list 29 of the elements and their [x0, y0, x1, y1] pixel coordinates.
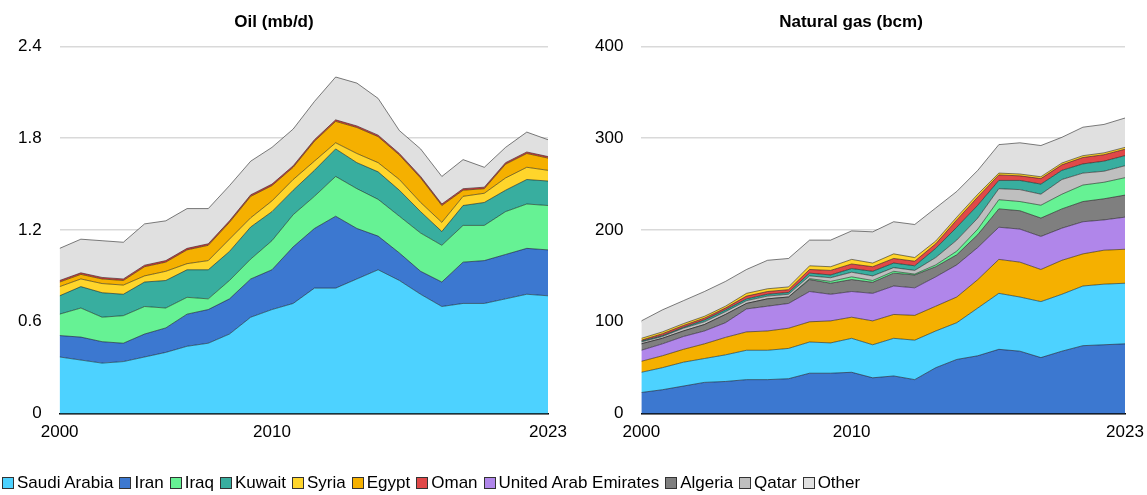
y-tick-label: 0 — [32, 403, 42, 423]
y-tick-label: 300 — [594, 127, 624, 147]
y-tick-label: 0 — [613, 403, 624, 423]
x-tick-label: 2023 — [1106, 422, 1144, 442]
legend-label: Saudi Arabia — [17, 473, 114, 493]
y-tick-label: 100 — [594, 311, 624, 331]
legend-label: Iraq — [184, 473, 214, 493]
y-tick-label: 1.8 — [17, 127, 42, 147]
legend-label: Syria — [307, 473, 346, 493]
x-tick-label: 2023 — [529, 422, 567, 442]
x-tick-label: 2010 — [832, 422, 871, 442]
x-tick-label: 2010 — [253, 422, 291, 442]
chart-title: Natural gas (bcm) — [779, 11, 923, 31]
chart-title: Oil (mb/d) — [234, 11, 314, 31]
legend-label: Egypt — [366, 473, 411, 493]
y-tick-label: 400 — [594, 36, 624, 56]
x-tick-label: 2000 — [40, 422, 79, 442]
x-tick-label: 2000 — [622, 422, 661, 442]
legend-label: Qatar — [754, 473, 797, 493]
legend-label: United Arab Emirates — [498, 473, 660, 493]
legend-label: Algeria — [680, 473, 734, 493]
legend-label: Other — [817, 473, 861, 493]
y-tick-label: 1.2 — [17, 219, 42, 239]
y-tick-label: 200 — [594, 219, 624, 239]
legend-label: Kuwait — [235, 473, 287, 493]
legend-label: Iran — [134, 473, 164, 493]
legend-label: Oman — [431, 473, 478, 493]
y-tick-label: 0.6 — [17, 311, 42, 331]
y-tick-label: 2.4 — [17, 36, 42, 56]
